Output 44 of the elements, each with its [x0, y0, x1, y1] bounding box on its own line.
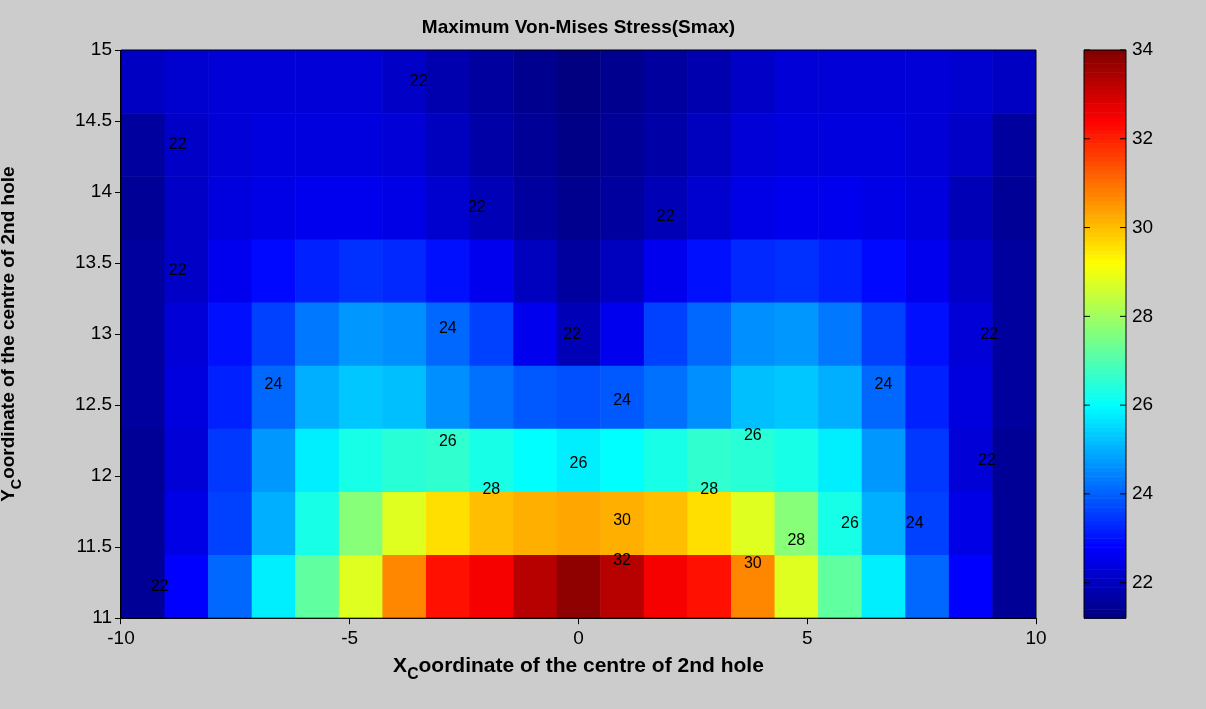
y-tick-label: 15 [90, 38, 112, 60]
color-bar-label: 26 [1132, 393, 1154, 415]
annotation: 24 [438, 318, 457, 336]
y-tick-label: 14.5 [75, 109, 112, 131]
annotation: 24 [264, 375, 283, 393]
annotation: 26 [841, 513, 859, 531]
y-tick-label: 14 [90, 180, 113, 202]
x-tick-label: -5 [341, 626, 359, 648]
color-bar-label: 24 [1132, 482, 1154, 504]
annotation: 30 [743, 553, 762, 571]
y-tick-label: 13 [90, 322, 112, 344]
x-tick-label: 0 [573, 626, 584, 648]
y-tick-label: 13.5 [75, 251, 112, 273]
annotation: 28 [787, 531, 806, 549]
annotation: 22 [563, 324, 582, 342]
y-tick-label: 11 [92, 606, 112, 628]
annotation: 24 [905, 513, 924, 531]
x-tick-label: 5 [801, 626, 813, 648]
color-bar-label: 32 [1132, 127, 1154, 149]
y-tick-label: 12.5 [75, 393, 112, 415]
color-bar-label: 22 [1132, 570, 1154, 592]
annotation: 24 [874, 375, 893, 393]
color-bar-label: 34 [1132, 38, 1154, 60]
y-tick-label: 12 [90, 464, 112, 486]
annotation: 30 [613, 510, 632, 528]
annotation: 26 [569, 453, 588, 471]
annotation: 22 [168, 135, 187, 153]
x-tick-label: 10 [1025, 626, 1047, 648]
annotation: 22 [409, 71, 428, 89]
annotation: 24 [613, 390, 632, 408]
annotation: 22 [980, 324, 999, 342]
annotation: 22 [656, 207, 675, 225]
x-tick-label: -10 [107, 626, 135, 648]
color-bar-label: 28 [1132, 304, 1154, 326]
annotation: 22 [168, 261, 187, 279]
chart-title: Maximum Von-Mises Stress(Smax) [421, 16, 736, 38]
y-tick-label: 11.5 [76, 535, 112, 557]
annotation: 22 [467, 198, 486, 216]
color-bar-label: 30 [1132, 215, 1154, 237]
annotation: 22 [978, 450, 996, 468]
y-axis-title: YCoordinate of the centre of 2nd hole [0, 166, 24, 502]
annotation: 26 [743, 426, 762, 444]
annotation: 32 [613, 550, 632, 568]
annotation: 26 [438, 431, 457, 449]
